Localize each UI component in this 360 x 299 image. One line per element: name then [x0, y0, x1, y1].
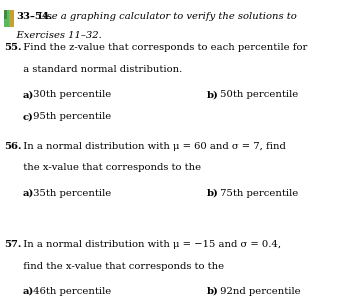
Text: 35th percentile: 35th percentile: [30, 188, 111, 198]
Text: 55.: 55.: [4, 43, 22, 52]
Text: find the x-value that corresponds to the: find the x-value that corresponds to the: [17, 262, 224, 271]
Text: c): c): [22, 112, 33, 121]
Bar: [9, 10, 14, 27]
Text: 56.: 56.: [4, 141, 22, 151]
Text: 50th percentile: 50th percentile: [217, 90, 298, 99]
Text: the x-value that corresponds to the: the x-value that corresponds to the: [17, 163, 201, 173]
Text: b): b): [207, 287, 219, 296]
Text: 75th percentile: 75th percentile: [217, 188, 298, 198]
Text: In a normal distribution with μ = 60 and σ = 7, find: In a normal distribution with μ = 60 and…: [17, 141, 286, 151]
Text: a standard normal distribution.: a standard normal distribution.: [17, 65, 183, 74]
Text: 46th percentile: 46th percentile: [30, 287, 111, 296]
Text: 92nd percentile: 92nd percentile: [217, 287, 300, 296]
Bar: [4, 10, 7, 19]
Text: a): a): [22, 287, 34, 296]
Text: 57.: 57.: [4, 240, 22, 249]
Bar: [4, 10, 9, 27]
Text: In a normal distribution with μ = −15 and σ = 0.4,: In a normal distribution with μ = −15 an…: [17, 240, 282, 249]
Text: b): b): [207, 90, 219, 99]
Text: a): a): [22, 188, 34, 198]
Text: Find the z-value that corresponds to each percentile for: Find the z-value that corresponds to eac…: [17, 43, 308, 52]
Text: a): a): [22, 90, 34, 99]
Text: 30th percentile: 30th percentile: [30, 90, 111, 99]
Text: b): b): [207, 188, 219, 198]
Text: 95th percentile: 95th percentile: [30, 112, 111, 121]
Text: Exercises 11–32.: Exercises 11–32.: [4, 30, 102, 39]
Text: 33–54.: 33–54.: [16, 12, 53, 21]
Text: Use a graphing calculator to verify the solutions to: Use a graphing calculator to verify the …: [32, 12, 296, 21]
